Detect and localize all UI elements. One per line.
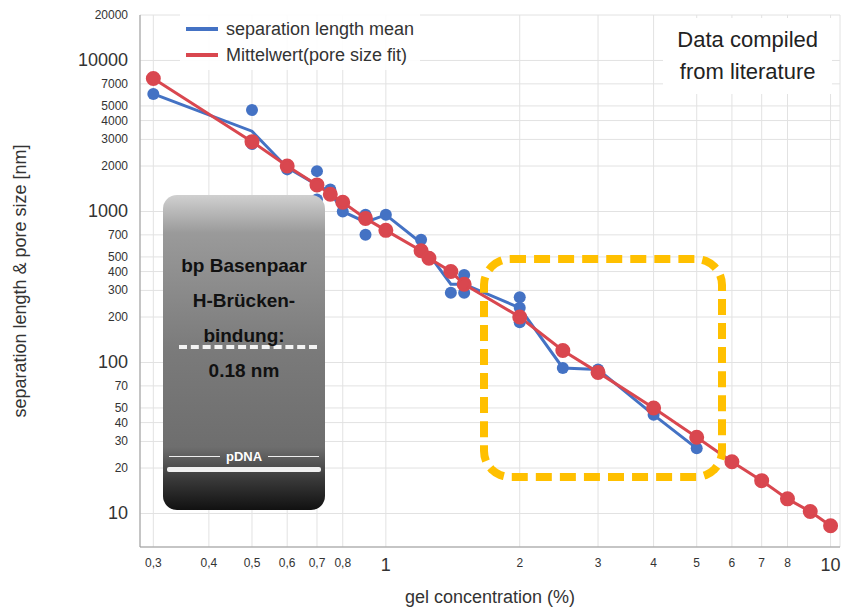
svg-text:10000: 10000 (78, 50, 128, 70)
svg-text:0,3: 0,3 (145, 556, 162, 570)
html-text:pDNA: pDNA (226, 449, 263, 464)
svg-text:5000: 5000 (101, 99, 128, 113)
svg-text:200: 200 (108, 310, 128, 324)
svg-text:20000: 20000 (95, 8, 129, 22)
svg-text:2000: 2000 (101, 159, 128, 173)
svg-text:3: 3 (595, 556, 602, 570)
svg-text:4: 4 (650, 556, 657, 570)
html-text:0.18 nm: 0.18 nm (208, 360, 280, 381)
svg-text:separation length & pore size: separation length & pore size [nm] (10, 144, 30, 417)
svg-text:0,8: 0,8 (334, 556, 351, 570)
svg-text:0,4: 0,4 (201, 556, 218, 570)
html-text:Data compiled: Data compiled (677, 27, 818, 52)
svg-text:20: 20 (115, 461, 129, 475)
svg-text:30: 30 (115, 434, 129, 448)
html-text:Mittelwert(pore size fit): Mittelwert(pore size fit) (226, 44, 407, 65)
svg-text:10: 10 (821, 555, 841, 575)
svg-text:7000: 7000 (101, 77, 128, 91)
svg-text:2: 2 (516, 556, 523, 570)
svg-text:0,5: 0,5 (244, 556, 261, 570)
svg-text:300: 300 (108, 283, 128, 297)
svg-text:70: 70 (115, 379, 129, 393)
svg-text:gel concentration (%): gel concentration (%) (405, 587, 575, 607)
svg-text:1000: 1000 (88, 201, 128, 221)
svg-text:0,7: 0,7 (309, 556, 326, 570)
svg-text:8: 8 (784, 556, 791, 570)
html-text:from literature: from literature (679, 59, 816, 84)
svg-text:40: 40 (115, 416, 129, 430)
svg-text:5: 5 (693, 556, 700, 570)
svg-text:6: 6 (729, 556, 736, 570)
svg-text:500: 500 (108, 250, 128, 264)
svg-text:100: 100 (98, 352, 128, 372)
svg-text:0,6: 0,6 (279, 556, 296, 570)
svg-text:7: 7 (758, 556, 765, 570)
svg-text:700: 700 (108, 228, 128, 242)
html-text:bindung:: bindung: (203, 325, 285, 346)
svg-text:1: 1 (381, 555, 391, 575)
svg-text:400: 400 (108, 265, 128, 279)
svg-text:4000: 4000 (101, 114, 128, 128)
svg-text:3000: 3000 (101, 132, 128, 146)
html-text:H-Brücken-: H-Brücken- (192, 290, 296, 311)
svg-text:10: 10 (108, 503, 128, 523)
html-text:bp Basenpaar: bp Basenpaar (181, 255, 307, 276)
html-text:separation length mean: separation length mean (226, 18, 415, 39)
svg-text:50: 50 (115, 401, 129, 415)
